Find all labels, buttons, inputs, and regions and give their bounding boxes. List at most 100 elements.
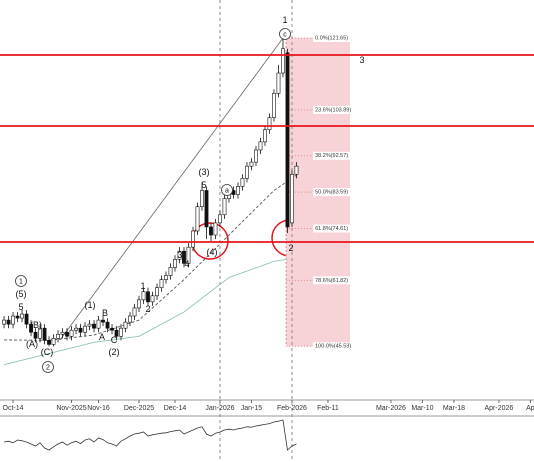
candle-body xyxy=(2,319,6,325)
fib-label-bg xyxy=(313,224,351,233)
candle-body xyxy=(74,327,78,331)
candle-body xyxy=(258,141,263,151)
wave-label: 3 xyxy=(177,250,182,260)
candle-body xyxy=(60,331,65,335)
candle-body xyxy=(87,323,92,327)
x-tick-label: Jan-15 xyxy=(241,405,263,412)
candle-body xyxy=(47,340,51,345)
wave-line xyxy=(59,37,284,341)
candle-body xyxy=(254,149,258,163)
candle-body xyxy=(123,321,128,329)
candle-body xyxy=(65,331,69,337)
candle-body xyxy=(51,338,56,345)
candle-body xyxy=(218,214,222,224)
candle-body xyxy=(267,117,272,131)
candle-body xyxy=(24,313,29,325)
candle-body xyxy=(186,246,191,264)
candle-body xyxy=(56,333,60,339)
candle-body xyxy=(159,279,164,288)
wave-label: 2 xyxy=(288,243,293,253)
candle-body xyxy=(69,329,74,337)
candle-body xyxy=(137,299,141,309)
x-tick-label: Mar-2026 xyxy=(376,405,406,412)
candle-body xyxy=(114,329,119,337)
candle-body xyxy=(294,165,299,175)
wave-label: (2) xyxy=(109,347,120,357)
wave-label: 5 xyxy=(18,302,23,312)
candle-body xyxy=(92,323,96,329)
candle-body xyxy=(11,315,15,325)
indicator-line xyxy=(3,419,297,451)
candle-body xyxy=(173,259,177,268)
fib-label: 100.0%(45.53) xyxy=(315,344,351,350)
candle-body xyxy=(101,319,105,323)
candle-body xyxy=(15,315,20,319)
candle-body xyxy=(213,222,218,236)
x-tick-label: Dec-14 xyxy=(164,405,187,412)
candle-body xyxy=(146,291,150,303)
candle-body xyxy=(141,291,146,301)
fib-label: 78.6%(61.82) xyxy=(315,278,348,284)
candle-body xyxy=(240,178,245,187)
candle-body xyxy=(38,327,42,339)
wave-label: (A) xyxy=(26,339,38,349)
candle-body xyxy=(281,48,285,74)
x-tick-label: Dec-2025 xyxy=(124,405,154,412)
wave-label: 2 xyxy=(145,304,150,314)
candle-body xyxy=(6,319,11,325)
fib-label-bg xyxy=(313,342,351,351)
moving-average xyxy=(4,174,297,341)
candle-body xyxy=(33,331,38,339)
fib-label: 0.0%(121.65) xyxy=(315,35,348,41)
candle-body xyxy=(177,250,182,260)
x-tick-label: Mar-18 xyxy=(443,405,465,412)
fib-label: 23.6%(103.89) xyxy=(315,107,351,113)
x-tick-label: Oct-14 xyxy=(3,405,24,412)
wave-circle xyxy=(221,184,233,196)
candle-body xyxy=(78,327,83,333)
x-tick-label: Jan-2026 xyxy=(205,405,234,412)
candle-body xyxy=(20,313,24,319)
candle-body xyxy=(276,72,281,94)
wave-label: c xyxy=(283,31,287,38)
candle-body xyxy=(236,186,240,195)
wave-label: C xyxy=(111,335,118,345)
fib-label-bg xyxy=(313,188,351,197)
fib-label-bg xyxy=(313,33,351,42)
candle-body xyxy=(164,275,168,280)
candle-body xyxy=(96,319,101,329)
candle-body xyxy=(191,230,195,248)
x-tick-label: Mar-10 xyxy=(411,405,433,412)
wave-circle xyxy=(42,361,54,373)
candle-body xyxy=(168,267,173,276)
wave-circle xyxy=(15,275,27,287)
wave-label: (C) xyxy=(41,347,54,357)
wave-label: B xyxy=(102,308,108,318)
x-tick-label: Apr-2026 xyxy=(485,405,514,412)
candle-body xyxy=(105,321,110,329)
candle-body xyxy=(290,173,294,224)
candle-body xyxy=(119,327,123,337)
fib-label: 61.8%(74.61) xyxy=(315,226,348,232)
fib-label-bg xyxy=(313,151,351,160)
wave-label: 1 xyxy=(282,15,287,25)
wave-label: (B) xyxy=(30,320,42,330)
wave-label: (4) xyxy=(207,247,218,257)
fib-label-bg xyxy=(313,276,351,285)
candle-body xyxy=(285,52,290,228)
wave-label: a xyxy=(225,187,229,194)
candle-body xyxy=(200,190,204,207)
candle-body xyxy=(263,129,267,143)
candle-body xyxy=(150,295,155,303)
candle-body xyxy=(29,323,33,333)
candle-body xyxy=(128,315,132,323)
wave-label: 4 xyxy=(184,259,189,269)
wave-label: (3) xyxy=(199,167,210,177)
candle-body xyxy=(195,206,200,232)
wave-label: 1 xyxy=(19,278,23,285)
candle-body xyxy=(182,250,186,264)
x-tick-label: Nov-16 xyxy=(87,405,110,412)
x-tick-label: Nov-2025 xyxy=(56,405,86,412)
wave-label: (5) xyxy=(16,289,27,299)
